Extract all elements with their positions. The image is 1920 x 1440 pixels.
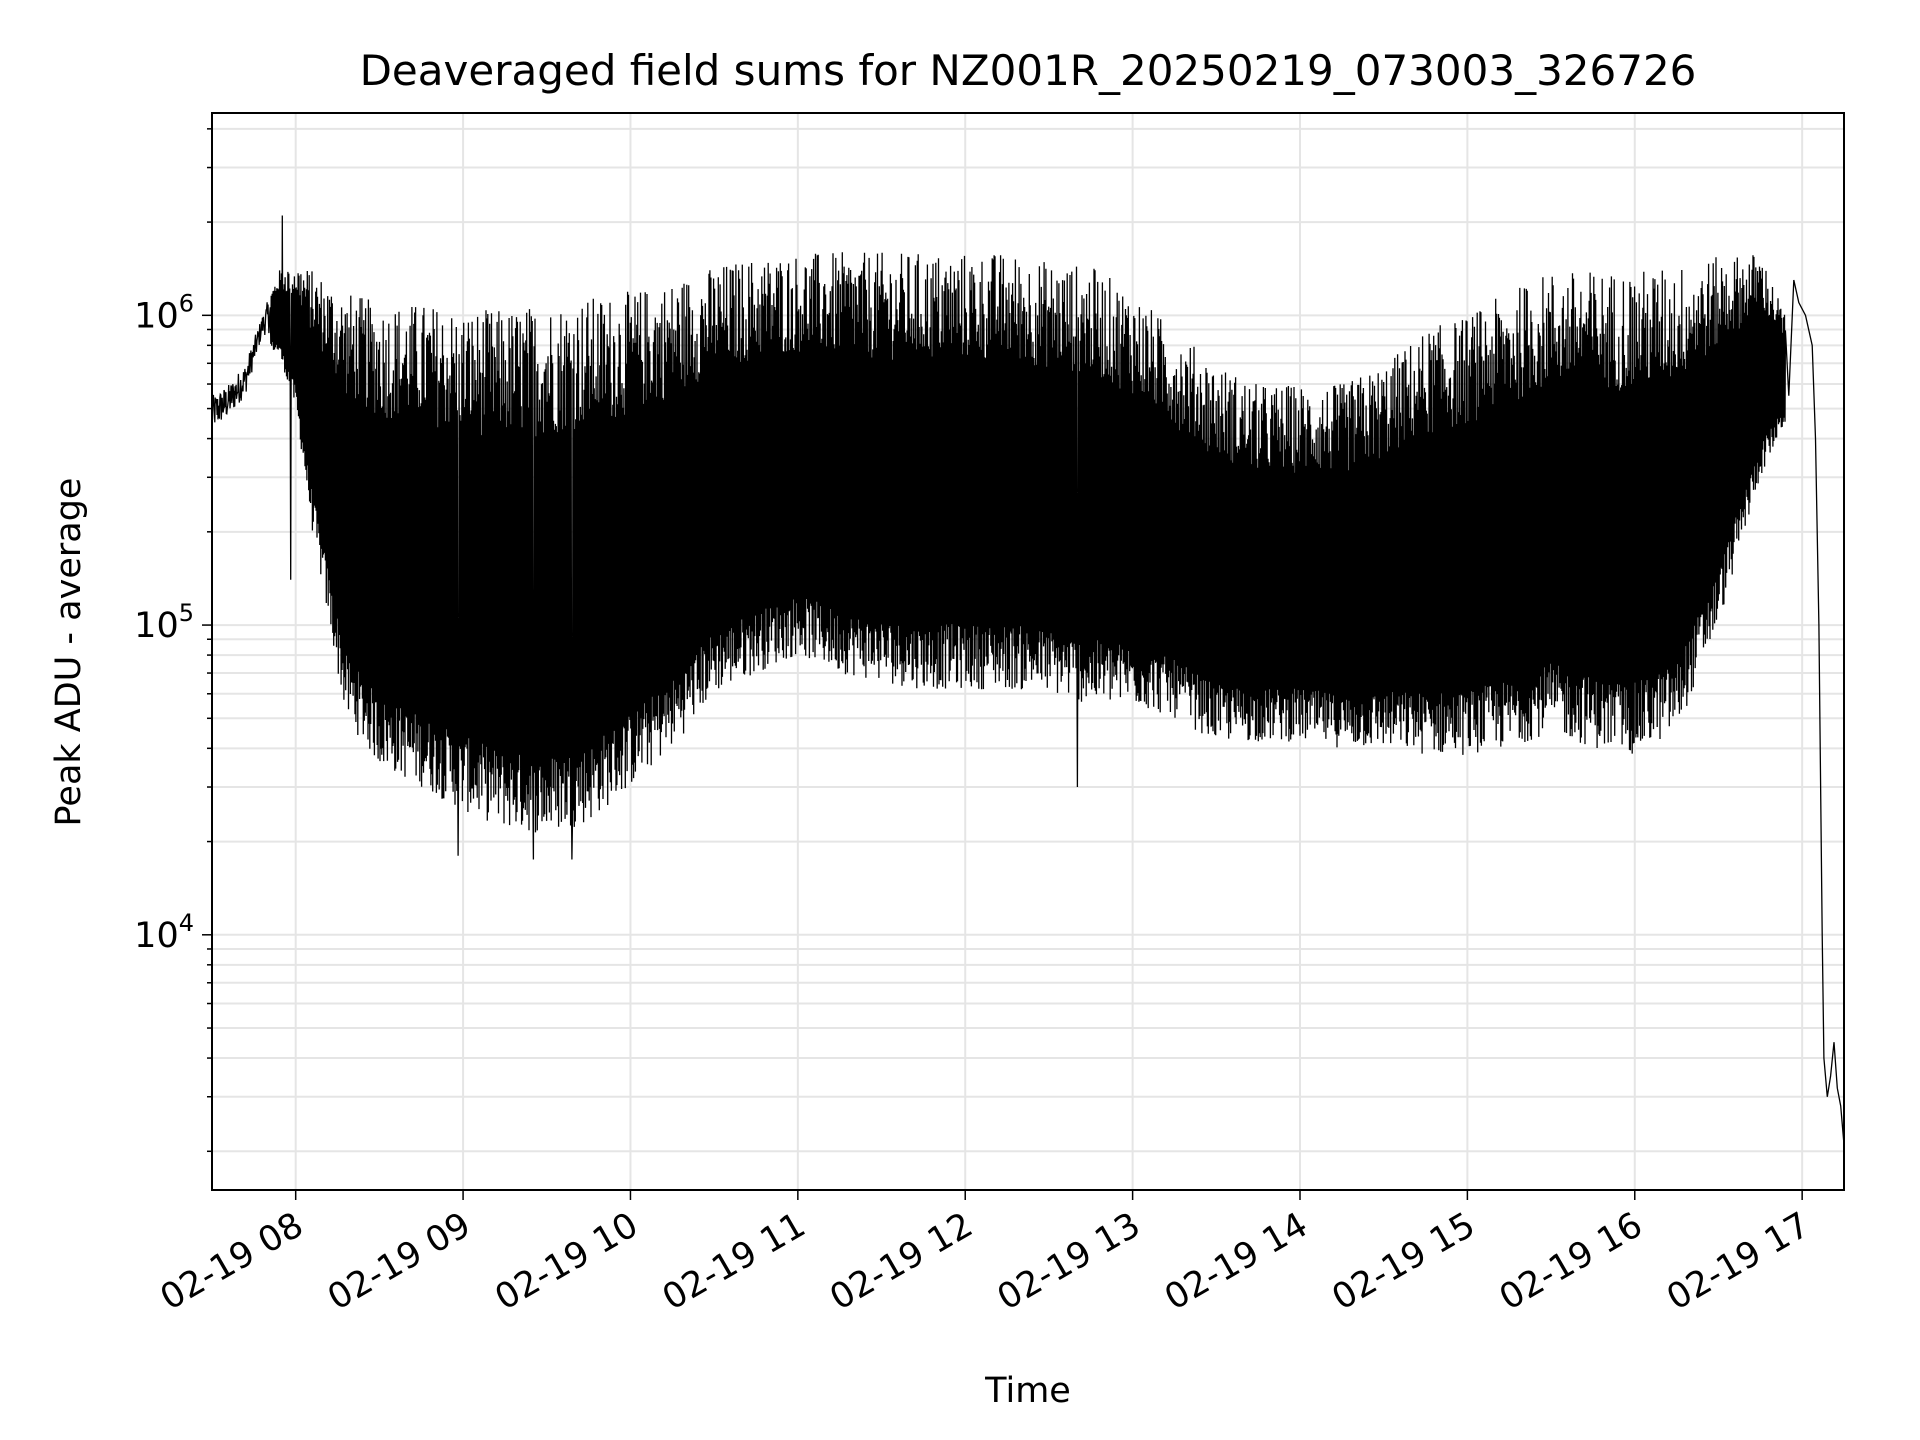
plot-area xyxy=(211,215,1845,1145)
y-axis-label: Peak ADU - average xyxy=(49,478,89,827)
plot-frame xyxy=(211,112,1845,1191)
x-axis-label: Time xyxy=(984,1371,1071,1411)
y-tick-label: 104 xyxy=(134,909,194,956)
chart-title: Deaveraged field sums for NZ001R_2025021… xyxy=(360,46,1697,95)
y-tick-label: 106 xyxy=(134,289,194,336)
series-line xyxy=(211,215,1845,1145)
y-tick-label: 105 xyxy=(134,599,194,646)
